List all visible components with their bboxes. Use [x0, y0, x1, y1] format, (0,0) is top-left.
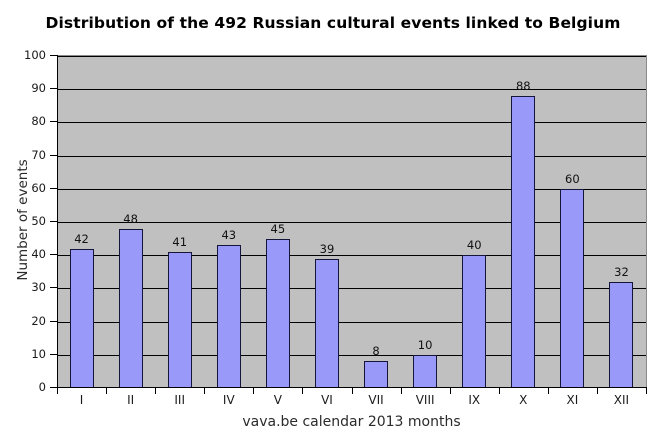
gridline — [57, 222, 646, 223]
bar-value-label: 88 — [515, 78, 531, 93]
y-axis-tick-label: 30 — [31, 280, 46, 295]
x-axis-tick-label: IX — [468, 393, 481, 407]
gridline — [57, 255, 646, 257]
y-axis-tick-label: 50 — [31, 214, 46, 228]
gridline — [57, 122, 646, 124]
x-axis-tick — [646, 387, 647, 394]
y-axis-tick — [50, 187, 57, 189]
bar-value-label: 42 — [74, 231, 89, 246]
x-axis-tick — [596, 387, 598, 394]
bar-value-label: 41 — [172, 234, 188, 249]
y-axis-tick — [50, 254, 57, 256]
gridline — [57, 288, 646, 290]
bar — [265, 238, 290, 388]
bar — [167, 251, 192, 388]
y-axis-tick-label: 80 — [31, 114, 46, 129]
chart-title: Distribution of the 492 Russian cultural… — [45, 14, 621, 32]
y-axis-tick — [50, 320, 57, 322]
gridline — [57, 155, 646, 157]
x-axis-tick-label: III — [174, 393, 186, 407]
x-axis-tick — [155, 387, 157, 394]
y-axis-tick — [50, 221, 57, 222]
bar — [413, 354, 438, 388]
bar-value-label: 43 — [221, 228, 237, 243]
y-axis-tick-label: 70 — [31, 147, 46, 162]
bar-value-label: 40 — [466, 238, 482, 253]
y-axis-tick — [50, 387, 57, 388]
y-axis-tick — [50, 55, 57, 56]
x-axis-tick-label: IV — [222, 393, 235, 407]
bar — [314, 258, 339, 388]
gridline — [57, 56, 646, 57]
x-axis-tick-label: VIII — [415, 393, 435, 407]
x-axis-tick — [449, 387, 451, 394]
gridline — [57, 321, 646, 323]
x-axis-tick — [400, 387, 402, 394]
y-axis-tick-label: 0 — [38, 380, 46, 394]
y-axis-tick-label: 100 — [24, 48, 46, 62]
y-axis-tick-label: 60 — [31, 180, 46, 195]
bar — [69, 248, 94, 388]
bar — [118, 228, 143, 388]
y-axis-tick — [50, 353, 57, 355]
x-axis-tick-label: X — [519, 393, 528, 407]
x-axis-tick-label: VII — [368, 393, 384, 407]
x-axis-tick — [204, 387, 206, 394]
y-axis-tick — [50, 287, 57, 289]
bar — [216, 245, 241, 388]
y-axis-tick-label: 40 — [31, 247, 46, 262]
x-axis-title: vava.be calendar 2013 months — [242, 414, 461, 430]
plot-area — [57, 55, 647, 388]
x-axis-tick — [302, 387, 304, 394]
y-axis-tick-label: 10 — [31, 346, 46, 361]
x-axis-tick — [57, 387, 58, 394]
x-axis-tick — [547, 387, 549, 394]
gridline — [57, 188, 646, 190]
bar-value-label: 10 — [417, 337, 433, 352]
bar-value-label: 32 — [614, 264, 629, 279]
x-axis-tick-label: VI — [321, 393, 333, 407]
bar — [560, 188, 585, 388]
y-axis-line — [57, 55, 58, 388]
y-axis-tick — [50, 154, 57, 156]
gridline — [57, 89, 646, 91]
x-axis-tick — [253, 387, 255, 394]
x-axis-tick — [106, 387, 108, 394]
bar — [609, 281, 634, 388]
y-axis-tick — [50, 88, 57, 90]
y-axis-tick-label: 20 — [31, 313, 46, 328]
gridline — [57, 354, 646, 356]
y-axis-tick — [50, 121, 57, 123]
x-axis-tick — [351, 387, 353, 394]
bar-value-label: 48 — [123, 211, 138, 226]
x-axis-tick-label: XII — [613, 393, 630, 407]
x-axis-tick-label: V — [273, 393, 282, 407]
bar-value-label: 60 — [565, 171, 580, 186]
bar-value-label: 39 — [319, 241, 335, 256]
bar — [462, 255, 487, 388]
y-axis-tick-label: 90 — [31, 81, 46, 96]
x-axis-tick-label: XI — [566, 393, 579, 407]
bar-value-label: 8 — [372, 344, 380, 359]
bar — [511, 95, 536, 388]
bar — [364, 361, 389, 388]
bar-value-label: 45 — [270, 221, 286, 236]
x-axis-tick-label: II — [127, 393, 135, 407]
x-axis-tick — [498, 387, 500, 394]
x-axis-tick-label: I — [79, 393, 84, 407]
